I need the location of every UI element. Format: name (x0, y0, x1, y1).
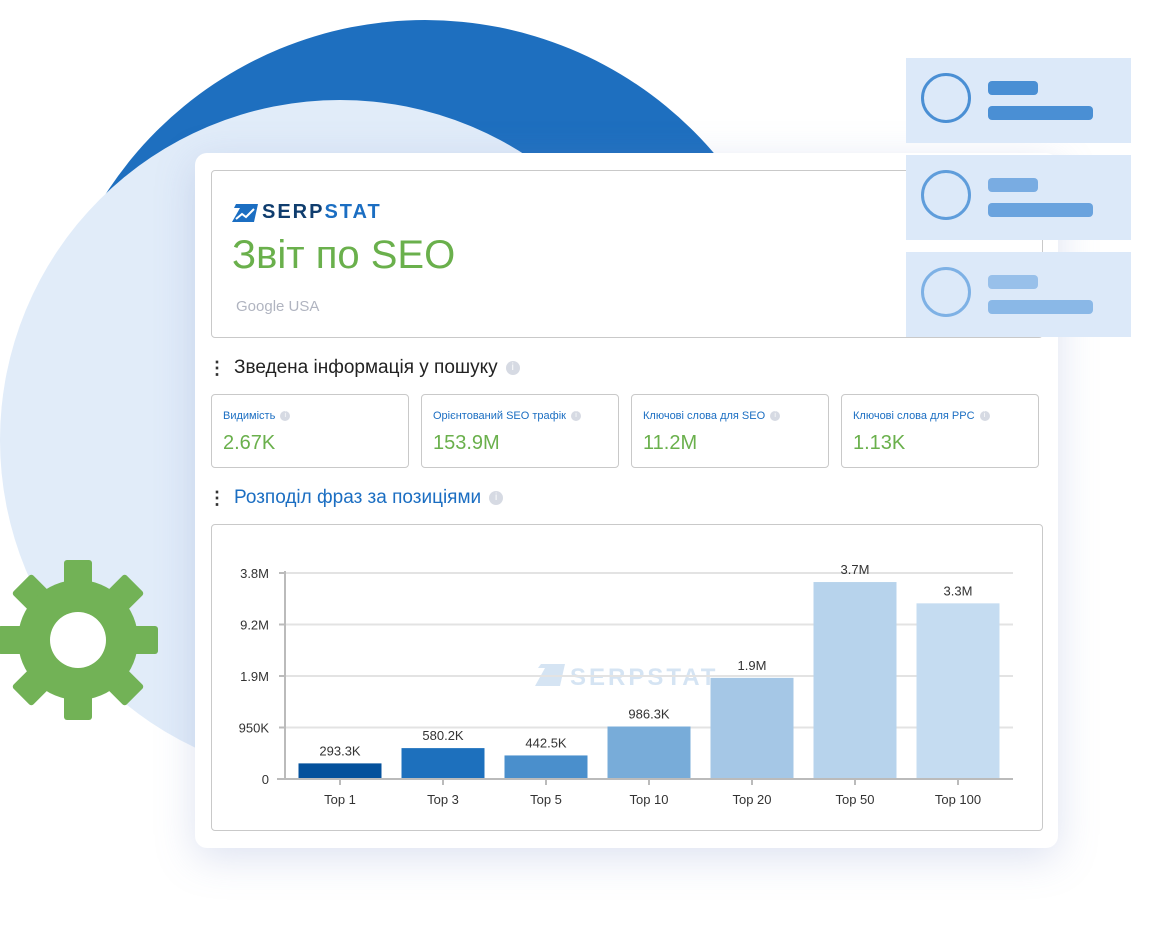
serpstat-logo: SERP STAT (232, 201, 382, 224)
bar-data-label: 3.3M (944, 583, 973, 598)
info-icon[interactable]: i (770, 411, 781, 421)
search-engine-label: Google USA (236, 298, 320, 315)
distribution-section-title: ⋮ Розподіл фраз за позиціями i (208, 487, 504, 509)
y-tick-label: 950K (239, 721, 270, 736)
metric-ppc-keywords: Ключові слова для PPC i 1.13K (841, 394, 1039, 468)
bar-data-label: 293.3K (319, 743, 361, 758)
bar (916, 603, 1000, 779)
logo-arrow-icon (232, 203, 258, 222)
svg-text:SERPSTAT: SERPSTAT (570, 664, 718, 691)
bar (813, 582, 897, 779)
x-tick-label: Top 10 (629, 792, 668, 807)
bar (401, 748, 485, 779)
info-icon[interactable]: i (979, 411, 990, 421)
metric-seo-traffic: Орієнтований SEO трафік i 153.9M (421, 394, 619, 468)
bar-data-label: 3.7M (841, 562, 870, 577)
x-tick-label: Top 20 (732, 792, 771, 807)
info-icon[interactable]: i (505, 361, 520, 375)
bar (710, 677, 794, 779)
x-tick-label: Top 100 (935, 792, 981, 807)
decor-card (906, 252, 1131, 337)
bar-data-label: 442.5K (525, 735, 567, 750)
y-tick-label: 9.2M (240, 618, 269, 633)
y-tick-label: 3.8M (240, 566, 269, 581)
bar (504, 755, 588, 779)
decor-card (906, 58, 1131, 143)
bar (298, 763, 382, 779)
x-tick-label: Top 1 (324, 792, 356, 807)
bar-data-label: 580.2K (422, 728, 464, 743)
info-icon[interactable]: i (489, 491, 504, 505)
info-icon[interactable]: i (570, 411, 581, 421)
y-tick-label: 1.9M (240, 669, 269, 684)
metric-visibility: Видимість i 2.67K (211, 394, 409, 468)
summary-section-title: ⋮ Зведена інформація у пошуку i (208, 357, 520, 379)
bar (607, 726, 691, 779)
metric-seo-keywords: Ключові слова для SEO i 11.2M (631, 394, 829, 468)
chart-watermark: SERPSTAT (535, 664, 718, 691)
decor-card (906, 155, 1131, 240)
gear-icon (0, 560, 158, 720)
chart-container (211, 524, 1043, 831)
bar-data-label: 1.9M (738, 658, 767, 673)
report-header: SERP STAT Звіт по SEO Google USA (211, 170, 1043, 338)
x-tick-label: Top 3 (427, 792, 459, 807)
report-title: Звіт по SEO (232, 233, 456, 277)
drag-handle-icon[interactable]: ⋮ (208, 487, 226, 508)
drag-handle-icon[interactable]: ⋮ (208, 357, 226, 378)
x-tick-label: Top 50 (835, 792, 874, 807)
y-tick-label: 0 (262, 772, 269, 787)
x-tick-label: Top 5 (530, 792, 562, 807)
info-icon[interactable]: i (280, 411, 291, 421)
bar-data-label: 986.3K (628, 706, 670, 721)
